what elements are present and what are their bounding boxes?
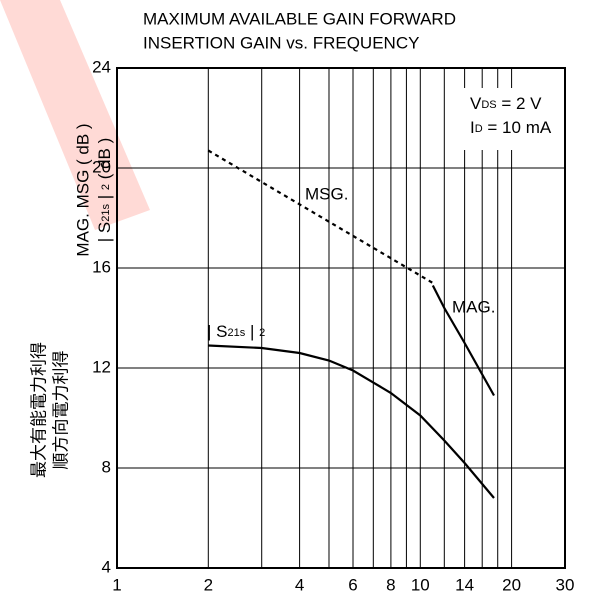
text-part: 21s bbox=[227, 327, 245, 339]
text-part: 2 bbox=[259, 327, 265, 339]
y-tick-label: 24 bbox=[92, 57, 111, 76]
x-tick-label: 8 bbox=[386, 575, 395, 594]
x-tick-label: 6 bbox=[348, 575, 357, 594]
x-tick-label: 4 bbox=[295, 575, 304, 594]
series-line bbox=[207, 149, 434, 284]
text-part: 21s bbox=[100, 204, 112, 222]
conditions-box bbox=[462, 88, 562, 150]
text-part: | S bbox=[207, 322, 227, 341]
text-part: I bbox=[470, 118, 475, 137]
y-tick-label: 4 bbox=[102, 557, 111, 576]
text-part: D bbox=[475, 123, 483, 135]
plot-frame bbox=[116, 67, 566, 569]
y-axis-label: | S21s | 2 ( dB ) bbox=[95, 138, 114, 243]
text-part: DS bbox=[481, 99, 496, 111]
text-part: V bbox=[470, 94, 482, 113]
series-line bbox=[208, 344, 495, 499]
chart-title: MAXIMUM AVAILABLE GAIN FORWARD bbox=[143, 9, 456, 28]
x-tick-label: 20 bbox=[502, 575, 521, 594]
y-tick-label: 20 bbox=[92, 157, 111, 176]
x-tick-label: 1 bbox=[112, 575, 121, 594]
x-tick-label: 2 bbox=[204, 575, 213, 594]
x-tick-label: 10 bbox=[411, 575, 430, 594]
text-part: = 10 mA bbox=[483, 118, 552, 137]
text-part: = 2 V bbox=[497, 94, 543, 113]
y-tick-label: 12 bbox=[92, 357, 111, 376]
series-line bbox=[431, 285, 495, 397]
text-part: | S bbox=[95, 222, 114, 242]
y-axis-label: 順方向電力利得 bbox=[51, 351, 70, 470]
x-tick-label: 14 bbox=[455, 575, 474, 594]
y-tick-label: 8 bbox=[102, 457, 111, 476]
text-part: ( dB ) bbox=[95, 138, 114, 184]
text-part: | bbox=[95, 190, 114, 204]
text-part: | bbox=[245, 322, 259, 341]
series-label: MAG. bbox=[452, 297, 495, 316]
watermark bbox=[0, 0, 150, 230]
condition: VDS = 2 V bbox=[470, 94, 542, 113]
chart-title: INSERTION GAIN vs. FREQUENCY bbox=[143, 33, 419, 52]
text-part: 2 bbox=[100, 184, 112, 190]
series-label: | S21s | 2 bbox=[207, 322, 265, 341]
y-axis-label: MAG. MSG ( dB ) bbox=[73, 123, 92, 256]
condition: ID = 10 mA bbox=[470, 118, 552, 137]
series-label: MSG. bbox=[305, 184, 348, 203]
y-axis-label: 最大有能電力利得 bbox=[29, 342, 48, 478]
x-tick-label: 30 bbox=[556, 575, 575, 594]
y-tick-label: 16 bbox=[92, 257, 111, 276]
